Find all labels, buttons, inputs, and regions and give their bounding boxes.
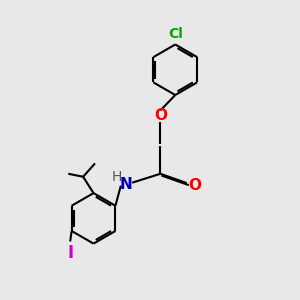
Text: Cl: Cl	[168, 27, 183, 41]
Text: O: O	[189, 178, 202, 193]
Text: O: O	[154, 108, 167, 123]
Text: H: H	[112, 170, 122, 184]
Text: I: I	[67, 244, 73, 262]
Text: N: N	[120, 177, 133, 192]
